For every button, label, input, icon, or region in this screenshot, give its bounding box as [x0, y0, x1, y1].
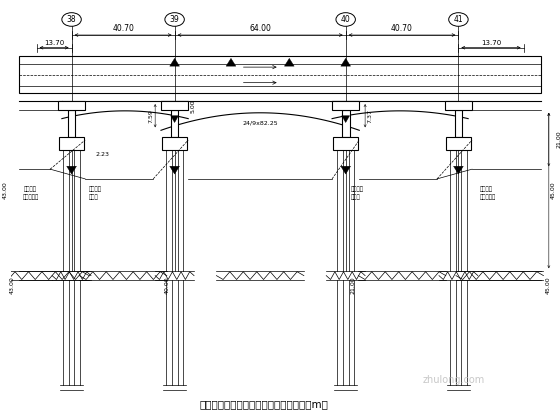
Text: 设计地面
开挙线: 设计地面 开挙线 — [351, 186, 363, 199]
Text: 43.00: 43.00 — [9, 276, 14, 294]
Polygon shape — [226, 58, 236, 66]
Bar — [58, 101, 85, 110]
Text: 40: 40 — [341, 15, 351, 24]
Polygon shape — [454, 166, 463, 174]
Polygon shape — [284, 58, 294, 66]
Text: 21.00: 21.00 — [557, 131, 560, 148]
Text: 39: 39 — [170, 15, 179, 24]
Bar — [445, 101, 472, 110]
Text: zhulong.com: zhulong.com — [422, 375, 485, 385]
Bar — [19, 56, 541, 93]
Text: 24/9x82.25: 24/9x82.25 — [242, 120, 278, 125]
Text: 38: 38 — [67, 15, 76, 24]
Bar — [455, 110, 463, 137]
Text: 40.00: 40.00 — [165, 276, 170, 294]
Text: 21.00: 21.00 — [351, 276, 356, 294]
Text: 64.00: 64.00 — [249, 24, 271, 33]
Text: 40.70: 40.70 — [391, 24, 413, 33]
Polygon shape — [342, 116, 349, 123]
Text: 40.70: 40.70 — [112, 24, 134, 33]
Text: 7.37: 7.37 — [367, 109, 372, 123]
Text: 施工期间
地面处理线: 施工期间 地面处理线 — [480, 186, 496, 199]
Text: 施工期间
地面处理线: 施工期间 地面处理线 — [22, 186, 39, 199]
Bar — [446, 137, 471, 150]
Text: 特大桥连续梁平面图、纵断面图（单位：m）: 特大桥连续梁平面图、纵断面图（单位：m） — [199, 399, 329, 409]
Text: 7.59: 7.59 — [148, 109, 153, 123]
Polygon shape — [170, 166, 179, 174]
Text: 设计地面
开挙线: 设计地面 开挙线 — [89, 186, 102, 199]
Bar — [68, 110, 76, 137]
Bar — [342, 110, 349, 137]
Polygon shape — [170, 58, 179, 66]
Text: 43.00: 43.00 — [2, 182, 7, 199]
Text: 13.70: 13.70 — [481, 40, 501, 46]
Bar — [161, 101, 188, 110]
Polygon shape — [171, 116, 179, 123]
Bar — [59, 137, 84, 150]
Text: 13.70: 13.70 — [44, 40, 64, 46]
Polygon shape — [67, 166, 76, 174]
Bar — [333, 137, 358, 150]
Text: 45.00: 45.00 — [546, 276, 551, 294]
Text: 45.00: 45.00 — [551, 182, 556, 199]
Bar — [332, 101, 360, 110]
Bar — [162, 137, 187, 150]
Text: 2.23: 2.23 — [96, 152, 110, 157]
Text: 41: 41 — [454, 15, 463, 24]
Polygon shape — [341, 58, 351, 66]
Bar — [171, 110, 179, 137]
Polygon shape — [341, 166, 351, 174]
Text: 5.00: 5.00 — [190, 99, 195, 113]
Text: 20.00: 20.00 — [0, 131, 2, 148]
